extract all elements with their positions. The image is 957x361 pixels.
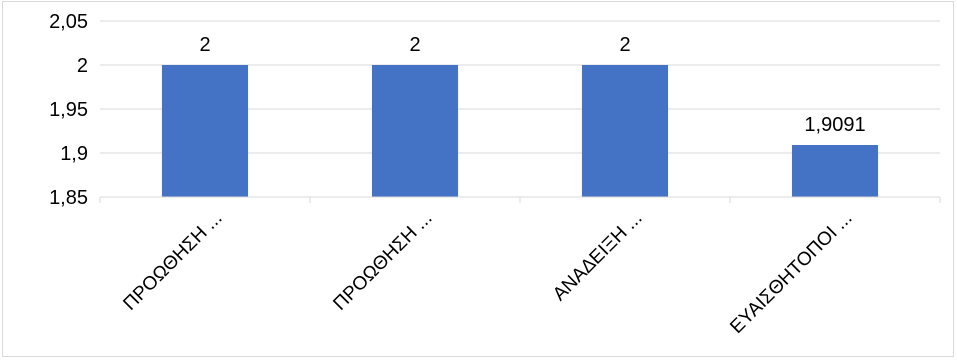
y-tick-label: 1,85 [49,187,88,209]
x-tick-label: ΑΝΑΔΕΙΞΗ ... [549,208,647,306]
bars [161,65,879,197]
bar [161,65,249,197]
bar-value-label: 2 [619,34,630,56]
y-tick-label: 1,95 [49,99,88,121]
x-tick-label: ΠΡΟΩΘΗΣΗ ... [119,208,226,315]
bar-value-label: 2 [199,34,210,56]
y-tick-label: 2 [77,55,88,77]
data-labels: 2 2 2 1,9091 [199,34,865,136]
y-tick-label: 1,9 [60,143,88,165]
bar-value-label: 1,9091 [804,114,865,136]
bar [791,144,879,197]
bar [371,65,459,197]
bar-value-label: 2 [409,34,420,56]
x-tick-label: ΠΡΟΩΘΗΣΗ ... [329,208,436,315]
bar [581,65,669,197]
y-tick-labels: 1,85 1,9 1,95 2 2,05 [49,11,88,209]
y-tick-label: 2,05 [49,11,88,33]
axes [99,196,941,203]
x-tick-labels: ΠΡΟΩΘΗΣΗ ... ΠΡΟΩΘΗΣΗ ... ΑΝΑΔΕΙΞΗ ... ΕΥΑΙ… [119,208,856,338]
x-tick-label: ΕΥΑΙΣΘΗΤΟΠΟΙ ... [726,208,856,338]
